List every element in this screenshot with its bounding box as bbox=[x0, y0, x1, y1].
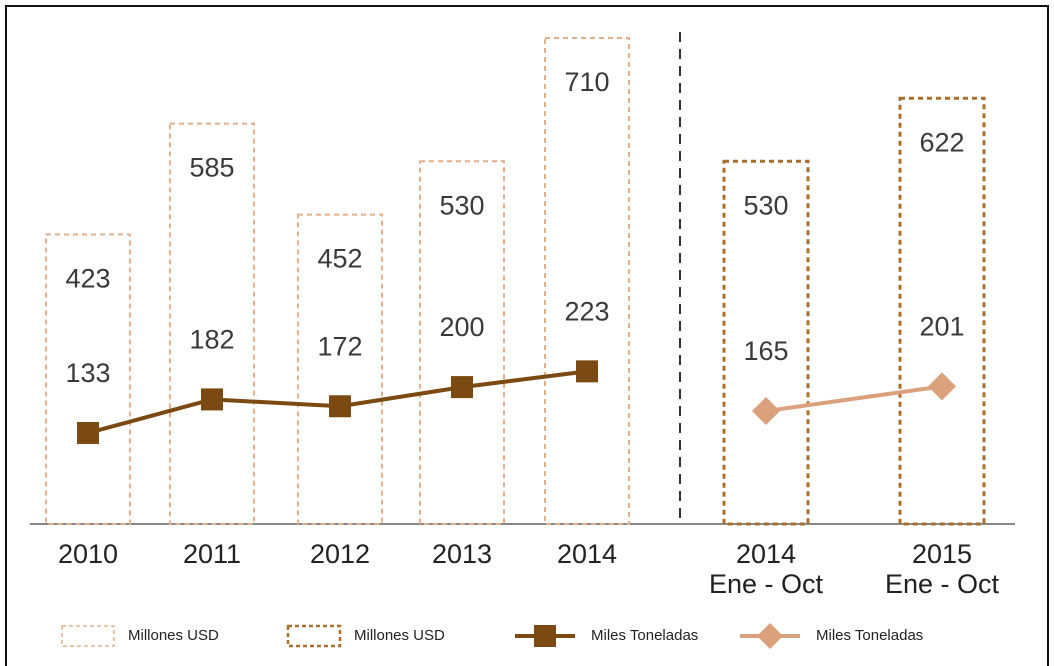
x-tick-label: 2011 bbox=[183, 539, 241, 569]
x-tick-label: Ene - Oct bbox=[885, 569, 1000, 599]
marker bbox=[77, 421, 99, 444]
data-label: 182 bbox=[189, 325, 234, 355]
marker bbox=[451, 376, 473, 399]
x-tick-label: 2010 bbox=[58, 539, 118, 569]
legend-swatch bbox=[286, 624, 342, 648]
line bbox=[765, 384, 943, 414]
legend-marker bbox=[534, 625, 556, 647]
marker bbox=[576, 360, 598, 383]
bar bbox=[45, 233, 131, 525]
bar bbox=[544, 37, 630, 525]
legend-label: Miles Toneladas bbox=[816, 627, 923, 644]
legend-label: Millones USD bbox=[128, 627, 219, 644]
legend-marker bbox=[757, 623, 783, 649]
x-tick-label: 2015 bbox=[912, 539, 972, 569]
marker bbox=[752, 397, 780, 426]
data-label: 622 bbox=[919, 127, 964, 157]
bar bbox=[722, 159, 810, 526]
x-tick-label: 2012 bbox=[310, 539, 370, 569]
legend-label: Miles Toneladas bbox=[591, 627, 698, 644]
data-label: 710 bbox=[564, 67, 609, 97]
x-tick-label: Ene - Oct bbox=[709, 569, 824, 599]
frame bbox=[5, 5, 1049, 666]
bar bbox=[898, 96, 986, 526]
legend-label: Millones USD bbox=[354, 627, 445, 644]
data-label: 452 bbox=[317, 244, 362, 274]
data-label: 423 bbox=[65, 264, 110, 294]
data-label: 165 bbox=[743, 336, 788, 366]
data-label: 223 bbox=[564, 296, 609, 326]
bar bbox=[169, 122, 255, 525]
x-tick-label: 2014 bbox=[557, 539, 617, 569]
marker bbox=[928, 372, 956, 401]
x-tick-label: 2014 bbox=[736, 539, 796, 569]
bar bbox=[419, 160, 505, 525]
legend-swatch bbox=[61, 625, 115, 647]
data-label: 133 bbox=[65, 358, 110, 388]
bar bbox=[297, 213, 383, 525]
x-tick-label: 2013 bbox=[432, 539, 492, 569]
data-label: 201 bbox=[919, 312, 964, 342]
data-label: 172 bbox=[317, 331, 362, 361]
data-label: 200 bbox=[439, 312, 484, 342]
data-label: 530 bbox=[439, 190, 484, 220]
data-label: 530 bbox=[743, 190, 788, 220]
marker bbox=[201, 388, 223, 411]
marker bbox=[329, 395, 351, 418]
data-label: 585 bbox=[189, 153, 234, 183]
